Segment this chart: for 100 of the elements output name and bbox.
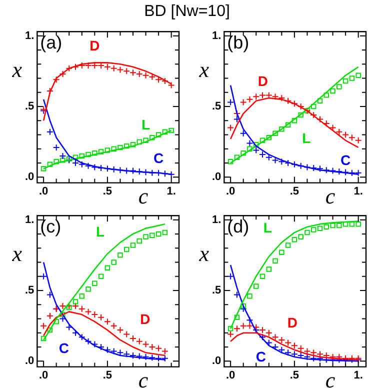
- x-tick-label: .5: [290, 185, 300, 198]
- point: [329, 167, 336, 174]
- point: [266, 134, 272, 140]
- point: [279, 250, 284, 255]
- point: [72, 329, 80, 336]
- point: [168, 82, 175, 89]
- point: [155, 354, 162, 362]
- y-tick-label: .5: [24, 100, 34, 113]
- y-tick-label: .0: [212, 171, 222, 184]
- point: [324, 224, 330, 230]
- point: [136, 238, 142, 244]
- point: [253, 284, 259, 289]
- point: [290, 100, 298, 108]
- point: [91, 164, 98, 171]
- point: [336, 84, 342, 90]
- point: [227, 330, 234, 338]
- point: [317, 226, 323, 231]
- point: [310, 104, 316, 110]
- x-tick-label: .0: [38, 369, 48, 382]
- point: [54, 318, 59, 324]
- series-label: D: [90, 38, 100, 54]
- point: [168, 128, 174, 134]
- series-label: D: [140, 310, 150, 327]
- point: [104, 148, 110, 153]
- point: [78, 62, 86, 70]
- point: [130, 142, 136, 148]
- x-tick-label: .5: [290, 369, 300, 382]
- point: [233, 291, 240, 298]
- y-axis-title: x: [11, 240, 22, 266]
- point: [233, 116, 240, 123]
- point: [47, 327, 53, 333]
- point: [322, 352, 330, 359]
- point: [278, 336, 286, 344]
- point: [46, 291, 54, 298]
- point: [259, 334, 266, 341]
- x-tick-label: 1.: [166, 185, 176, 198]
- point: [240, 130, 247, 137]
- point: [52, 76, 60, 84]
- annotation: (c): [40, 216, 62, 237]
- point: [52, 144, 60, 151]
- point: [246, 316, 254, 324]
- point: [234, 154, 240, 160]
- point: [247, 146, 252, 152]
- point: [279, 126, 284, 132]
- series-label: L: [96, 223, 105, 240]
- point: [252, 93, 260, 100]
- point: [336, 222, 342, 228]
- point: [104, 265, 110, 271]
- point: [349, 76, 355, 81]
- series-label: L: [302, 130, 312, 146]
- series-label: D: [287, 314, 298, 331]
- point: [233, 110, 240, 118]
- point: [247, 294, 252, 299]
- point: [272, 334, 279, 341]
- point: [84, 308, 92, 316]
- point: [116, 66, 124, 74]
- point: [150, 134, 155, 140]
- point: [354, 136, 362, 144]
- point: [156, 231, 162, 237]
- x-tick-label: 1.: [354, 185, 363, 198]
- point: [336, 353, 343, 360]
- point: [142, 340, 150, 348]
- point: [130, 242, 136, 248]
- point: [227, 272, 234, 280]
- point: [240, 303, 246, 309]
- point: [240, 98, 247, 106]
- point: [259, 151, 266, 158]
- point: [110, 64, 118, 72]
- point: [227, 124, 234, 132]
- point: [272, 344, 279, 351]
- point: [284, 339, 292, 346]
- point: [60, 158, 66, 163]
- series-label: L: [142, 116, 150, 133]
- annotation: (a): [40, 32, 62, 53]
- x-tick-label: .0: [38, 185, 48, 198]
- point: [297, 162, 304, 170]
- point: [116, 326, 124, 334]
- series-label: C: [256, 348, 266, 364]
- point: [59, 302, 66, 310]
- point: [150, 232, 155, 238]
- point: [72, 302, 80, 310]
- point: [104, 318, 111, 326]
- point: [148, 169, 156, 176]
- point: [316, 165, 324, 172]
- point: [298, 234, 304, 240]
- point: [111, 146, 116, 152]
- x-tick-label: .0: [226, 369, 236, 382]
- point: [246, 140, 254, 147]
- point: [98, 344, 105, 351]
- point: [348, 134, 356, 142]
- point: [92, 150, 98, 156]
- series-label: C: [153, 150, 164, 166]
- point: [155, 344, 162, 352]
- point: [356, 72, 361, 78]
- point: [123, 330, 130, 338]
- point: [111, 260, 116, 265]
- point: [228, 326, 234, 332]
- point: [310, 111, 318, 118]
- point: [316, 116, 324, 123]
- point: [148, 73, 156, 80]
